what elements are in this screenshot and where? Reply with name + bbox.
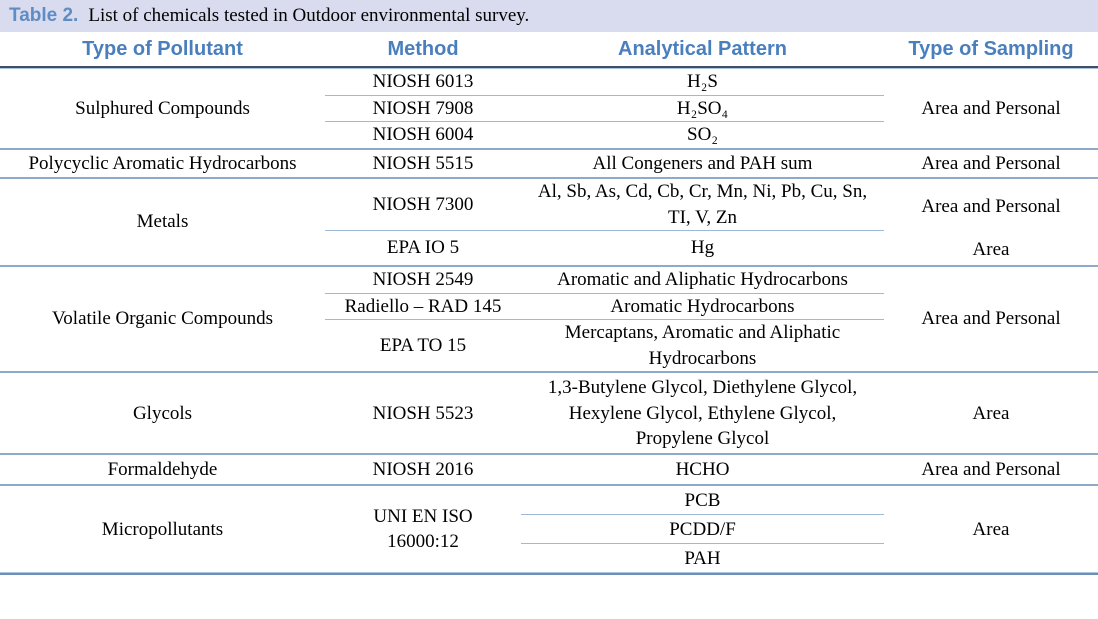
pattern-cell: 1,3-Butylene Glycol, Diethylene Glycol, … (547, 377, 858, 450)
row-group-pah: Polycyclic Aromatic Hydrocarbons NIOSH 5… (0, 150, 1098, 177)
sampling-cell: Area (972, 518, 1010, 540)
method-cell: NIOSH 2549 (372, 268, 474, 290)
row-group-micropollutants: Micropollutants UNI EN ISO 16000:12 PCB … (0, 486, 1098, 572)
pattern-cell: Aromatic and Aliphatic Hydrocarbons (557, 268, 848, 290)
pattern-cell: PCB (684, 489, 721, 511)
pattern-cell: Al, Sb, As, Cd, Cb, Cr, Mn, Ni, Pb, Cu, … (537, 180, 868, 228)
pattern-cell: PCDD/F (669, 518, 736, 540)
row-group-sulphured-compounds: Sulphured Compounds NIOSH 6013 H₂S NIOSH… (0, 69, 1098, 148)
pattern-cell: H₂SO₄ (676, 97, 729, 119)
row-group-glycols: Glycols NIOSH 5523 1,3-Butylene Glycol, … (0, 373, 1098, 453)
pollutant-cell: Volatile Organic Compounds (52, 308, 273, 330)
method-cell: NIOSH 5523 (372, 402, 474, 424)
pattern-cell: All Congeners and PAH sum (592, 152, 813, 174)
method-cell: NIOSH 2016 (372, 459, 474, 481)
subrow-rule (325, 94, 884, 96)
subrow-rule (325, 292, 884, 294)
column-header-method: Method (387, 37, 459, 60)
subrow-rule (325, 319, 884, 321)
pollutant-cell: Formaldehyde (107, 459, 218, 481)
pollutant-cell: Glycols (132, 402, 193, 424)
pattern-cell: PAH (684, 547, 721, 569)
column-header-type-of-pollutant: Type of Pollutant (82, 37, 243, 60)
table-number-label: Table 2. (9, 5, 79, 26)
sampling-cell: Area and Personal (921, 152, 1061, 174)
method-cell: NIOSH 7300 (372, 193, 474, 215)
group-rule (0, 453, 1098, 456)
row-group-formaldehyde: Formaldehyde NIOSH 2016 HCHO Area and Pe… (0, 455, 1098, 484)
pattern-cell: H₂S (687, 71, 718, 92)
method-cell: EPA TO 15 (379, 335, 467, 357)
pattern-cell: Aromatic Hydrocarbons (610, 295, 795, 317)
column-header-analytical-pattern: Analytical Pattern (618, 37, 787, 60)
sampling-cell: Area and Personal (921, 459, 1061, 481)
group-rule (0, 484, 1098, 487)
subrow-rule (521, 514, 884, 516)
pollutant-cell: Micropollutants (101, 518, 224, 540)
sampling-cell: Area (972, 239, 1010, 261)
pollutant-cell: Metals (136, 211, 189, 233)
bottom-rule-dark (0, 573, 1098, 576)
sampling-cell: Area and Personal (921, 308, 1061, 330)
table-header-row: Type of Pollutant Method Analytical Patt… (0, 32, 1098, 66)
subrow-rule (325, 230, 884, 232)
method-cell: NIOSH 6004 (372, 124, 474, 146)
pollutant-cell: Polycyclic Aromatic Hydrocarbons (28, 152, 297, 174)
pollutant-cell: Sulphured Compounds (75, 97, 250, 119)
method-cell: EPA IO 5 (386, 237, 460, 259)
method-cell: NIOSH 6013 (372, 71, 474, 92)
group-rule (0, 147, 1098, 150)
header-rule-dark (0, 66, 1098, 68)
pattern-cell: Mercaptans, Aromatic and Aliphatic Hydro… (564, 322, 841, 369)
group-rule (0, 264, 1098, 267)
group-rule (0, 371, 1098, 374)
table-caption-text: List of chemicals tested in Outdoor envi… (88, 5, 530, 26)
sampling-cell: Area and Personal (921, 196, 1061, 218)
row-group-metals: Metals NIOSH 7300 Al, Sb, As, Cd, Cb, Cr… (0, 179, 1098, 265)
method-cell: NIOSH 5515 (372, 152, 474, 174)
group-rule (0, 176, 1098, 179)
header-rule-light (0, 68, 1098, 69)
table-caption: Table 2. List of chemicals tested in Out… (0, 0, 1098, 32)
column-header-type-of-sampling: Type of Sampling (908, 37, 1074, 60)
subrow-rule (325, 121, 884, 123)
method-cell: Radiello – RAD 145 (344, 295, 502, 317)
bottom-rule-light (0, 572, 1098, 574)
pattern-cell: HCHO (675, 459, 730, 481)
subrow-rule (521, 543, 884, 545)
method-cell: UNI EN ISO 16000:12 (373, 505, 473, 553)
pattern-cell: SO₂ (687, 124, 718, 146)
sampling-cell: Area (972, 402, 1010, 424)
sampling-cell: Area and Personal (921, 97, 1061, 119)
pattern-cell: Hg (690, 237, 715, 259)
method-cell: NIOSH 7908 (372, 97, 474, 119)
row-group-voc: Volatile Organic Compounds NIOSH 2549 Ar… (0, 267, 1098, 372)
